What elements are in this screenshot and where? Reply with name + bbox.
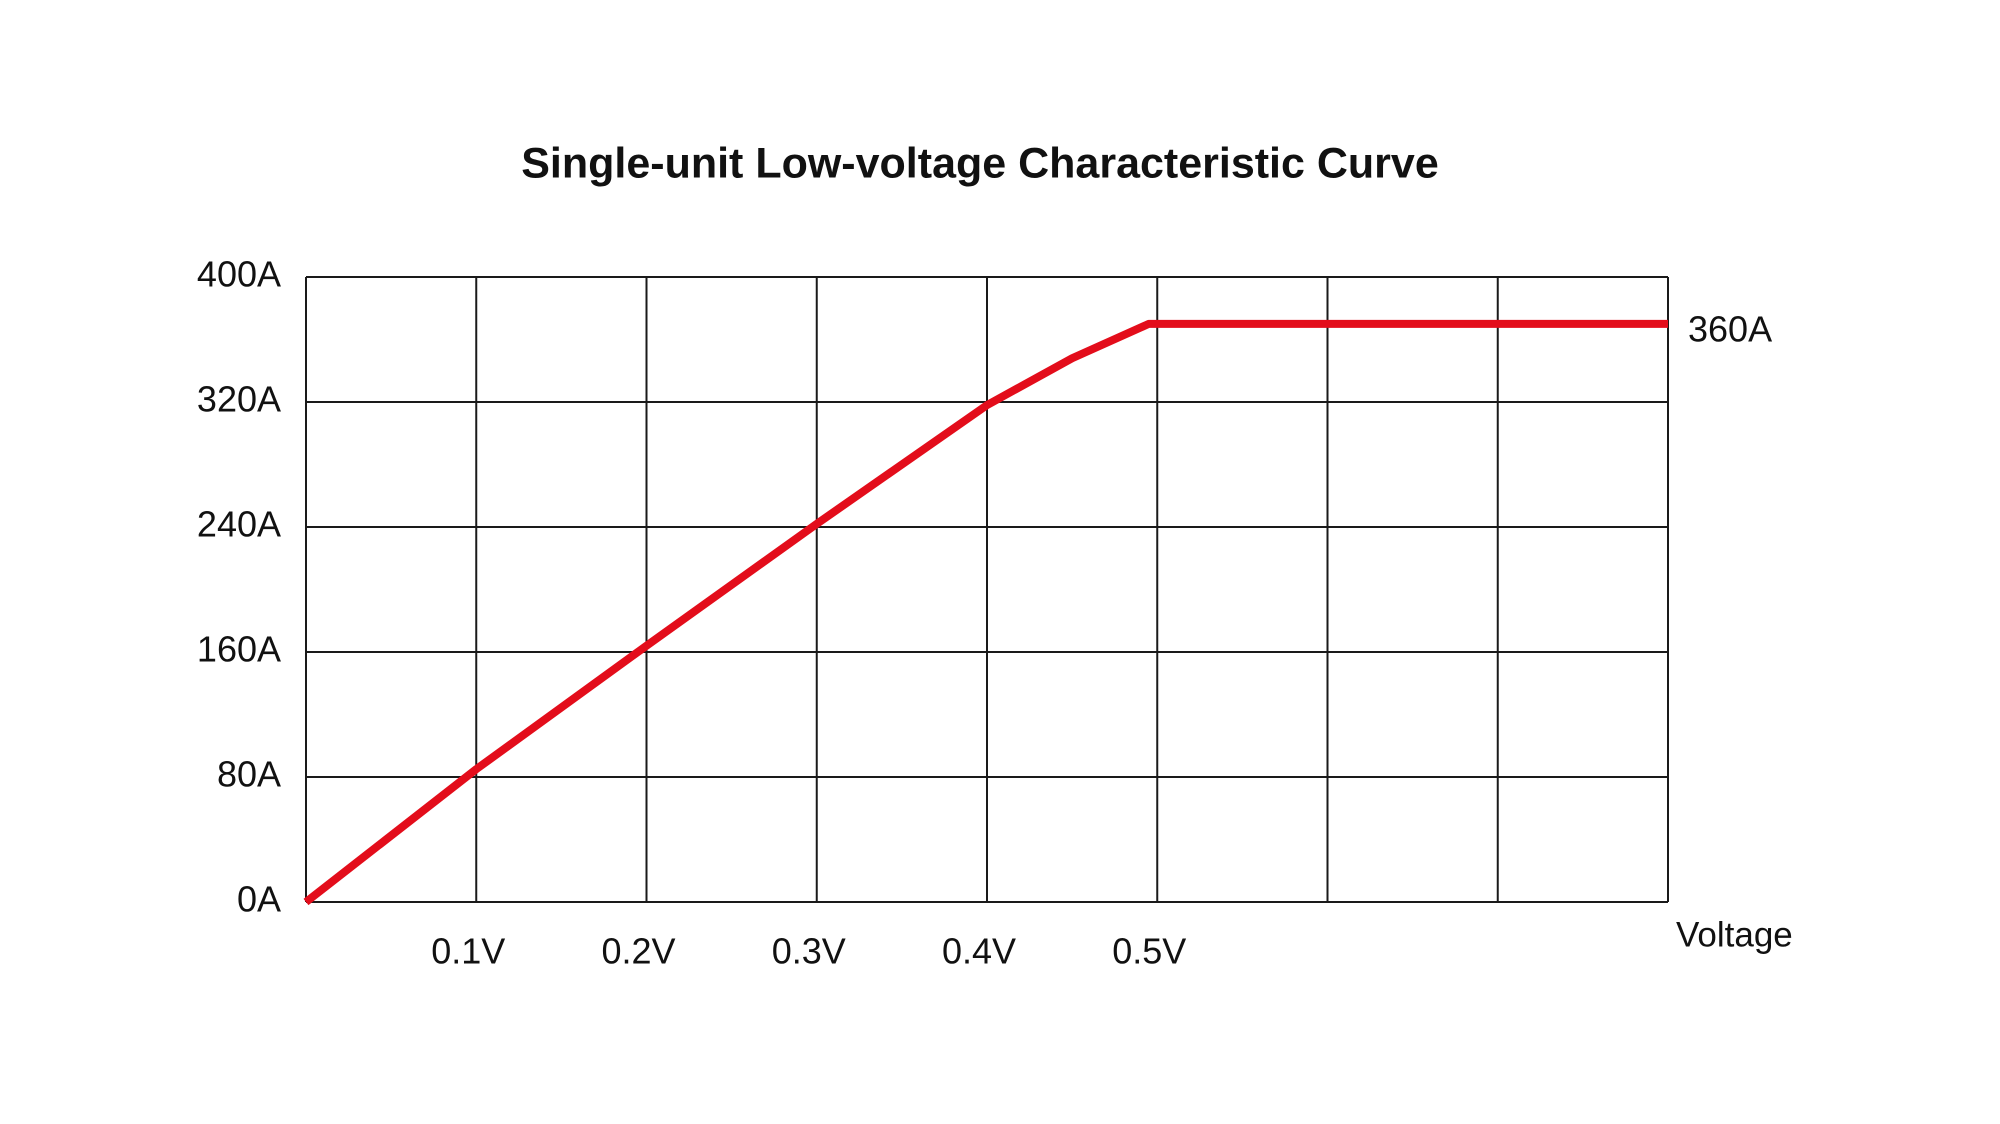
chart-title: Single-unit Low-voltage Characteristic C…: [521, 139, 1439, 187]
x-tick-label: 0.4V: [942, 931, 1016, 972]
y-tick-label: 320A: [197, 379, 281, 420]
y-tick-label: 0A: [237, 879, 281, 920]
x-axis-label: Voltage: [1676, 915, 1793, 954]
x-tick-label: 0.3V: [772, 931, 846, 972]
x-tick-label: 0.2V: [601, 931, 675, 972]
line-series: [303, 319, 1668, 906]
y-tick-label: 80A: [217, 754, 281, 795]
y-tick-label: 160A: [197, 629, 281, 670]
y-tick-label: 400A: [197, 254, 281, 295]
x-tick-label: 0.1V: [431, 931, 505, 972]
x-tick-label: 0.5V: [1112, 931, 1186, 972]
y-tick-label: 240A: [197, 504, 281, 545]
annotation: 360A: [1688, 308, 1772, 349]
